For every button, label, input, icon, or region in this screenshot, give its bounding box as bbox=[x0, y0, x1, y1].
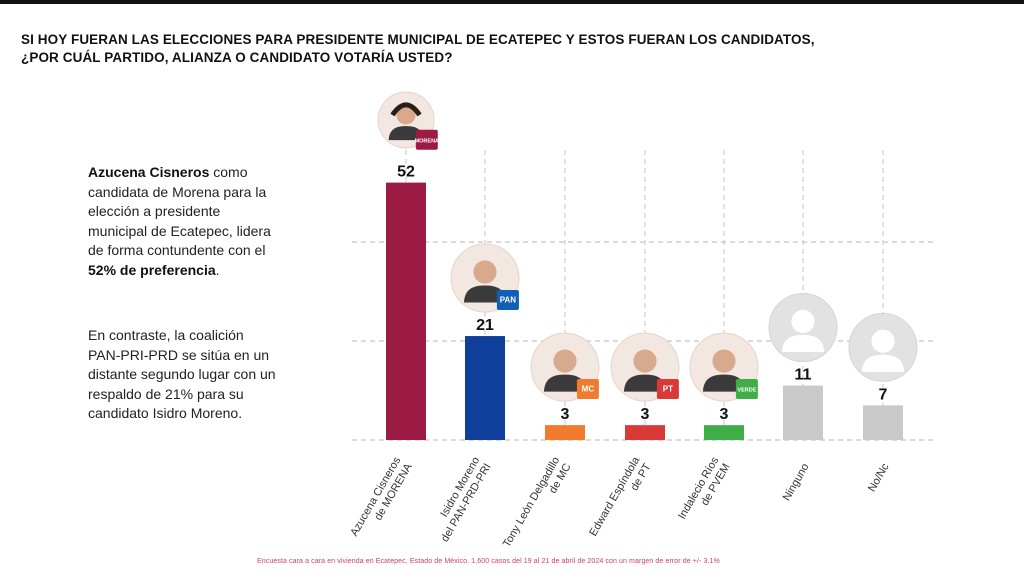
commentary-text-a: como candidata de Morena para la elecció… bbox=[88, 164, 271, 258]
bar-value-label: 3 bbox=[720, 406, 729, 423]
party-logo-text: MC bbox=[582, 385, 595, 394]
category-label-line: Ninguno bbox=[781, 462, 812, 503]
avatar-head-icon bbox=[553, 349, 577, 373]
bar bbox=[863, 405, 903, 440]
leader-name: Azucena Cisneros bbox=[88, 164, 210, 180]
top-bar bbox=[0, 0, 1024, 4]
avatar-body-icon bbox=[463, 285, 507, 303]
avatar-body-icon bbox=[781, 335, 825, 353]
avatar-body-icon bbox=[861, 354, 905, 372]
bar bbox=[625, 425, 665, 440]
avatar-body-icon bbox=[543, 374, 587, 392]
bar-value-label: 11 bbox=[795, 367, 812, 384]
avatar-head-icon bbox=[633, 349, 657, 373]
survey-footnote: Encuesta cara a cara en vivienda en Ecat… bbox=[257, 558, 720, 565]
avatar-head-icon bbox=[473, 260, 497, 284]
bar bbox=[465, 336, 505, 440]
party-logo-icon bbox=[735, 379, 758, 400]
bar-value-label: 3 bbox=[641, 406, 650, 423]
party-logo-icon bbox=[496, 289, 519, 310]
survey-question: SI HOY FUERAN LAS ELECCIONES PARA PRESID… bbox=[21, 31, 841, 67]
question-line-1: SI HOY FUERAN LAS ELECCIONES PARA PRESID… bbox=[21, 32, 815, 47]
party-logo-icon bbox=[656, 379, 679, 400]
avatar-body-icon bbox=[388, 126, 424, 141]
category-label: Ninguno bbox=[781, 462, 812, 503]
category-label: No/Nc bbox=[866, 461, 892, 494]
bar-value-label: 21 bbox=[476, 317, 494, 334]
bar bbox=[545, 425, 585, 440]
party-logo-text: PAN bbox=[500, 295, 517, 304]
party-logo-text: VERDE bbox=[737, 388, 756, 394]
avatar-body-icon bbox=[623, 374, 667, 392]
commentary-paragraph-2: En contraste, la coalición PAN-PRI-PRD s… bbox=[88, 327, 276, 421]
commentary-text-end: . bbox=[215, 261, 220, 278]
category-label-line: Tony León Delgadillo bbox=[501, 455, 562, 549]
bar-value-label: 52 bbox=[397, 164, 415, 181]
party-logo-text: PT bbox=[663, 385, 673, 394]
avatar-head-icon bbox=[871, 329, 895, 353]
bar bbox=[783, 385, 823, 440]
bar-value-label: 3 bbox=[561, 406, 570, 423]
bar bbox=[704, 425, 744, 440]
category-label-line: Edward Espíndola bbox=[587, 454, 642, 538]
question-line-2: ¿POR CUÁL PARTIDO, ALIANZA O CANDIDATO V… bbox=[21, 50, 453, 65]
party-logo-icon bbox=[415, 129, 438, 150]
category-label-line: No/Nc bbox=[866, 461, 892, 494]
bar-value-label: 7 bbox=[879, 386, 888, 403]
commentary-paragraph-1: Azucena Cisneros como candidata de Moren… bbox=[88, 163, 278, 280]
avatar-head-icon bbox=[712, 349, 736, 373]
bar bbox=[386, 182, 426, 440]
leader-percentage: 52% de preferencia bbox=[88, 261, 216, 278]
avatar-head-icon bbox=[791, 309, 815, 333]
avatar-body-icon bbox=[702, 374, 746, 392]
avatar-head-icon bbox=[396, 105, 416, 125]
party-logo-icon bbox=[576, 379, 599, 400]
avatar-hair-icon bbox=[390, 102, 422, 117]
party-logo-text: MORENA bbox=[415, 138, 439, 144]
